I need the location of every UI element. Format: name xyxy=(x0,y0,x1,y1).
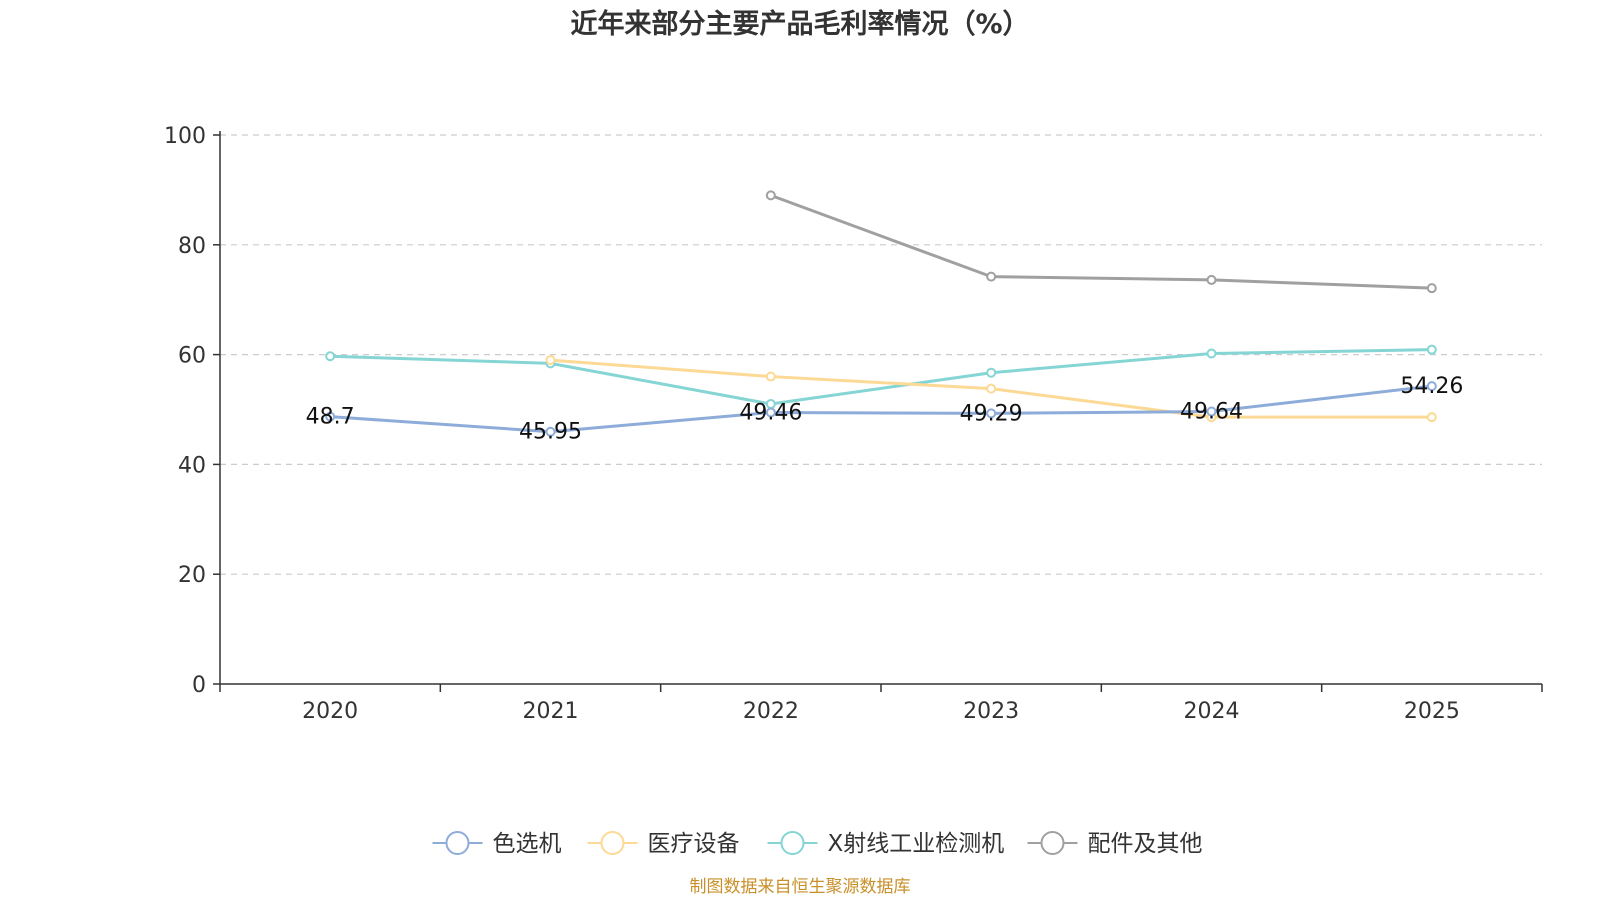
legend-marker xyxy=(600,831,625,855)
legend-item: 配件及其他 xyxy=(1027,831,1203,857)
y-tick-label: 100 xyxy=(164,124,206,149)
legend: 色选机 医疗设备 X射线工业检测机 配件及其他 xyxy=(432,831,1203,857)
data-point xyxy=(1426,381,1437,392)
data-label: 45.95 xyxy=(519,420,582,445)
data-label: 49.64 xyxy=(1180,399,1243,424)
series-line xyxy=(330,384,1433,434)
x-tick-label: 2022 xyxy=(743,699,799,724)
data-point xyxy=(986,408,997,419)
legend-item: 医疗设备 xyxy=(587,831,740,857)
source-note: 制图数据来自恒生聚源数据库 xyxy=(690,877,911,897)
legend-item: X射线工业检测机 xyxy=(767,831,1005,857)
legend-item: 色选机 xyxy=(432,831,562,857)
data-point xyxy=(986,271,997,282)
data-labels: 48.7 45.95 49.46 49.29 49.64 54.26 xyxy=(306,374,1464,445)
data-point xyxy=(325,411,336,422)
data-point xyxy=(1206,274,1217,285)
data-point xyxy=(986,367,997,378)
data-point xyxy=(1206,348,1217,359)
legend-marker xyxy=(1040,831,1065,855)
legend-marker xyxy=(780,831,805,855)
legend-label: 色选机 xyxy=(493,831,562,857)
y-tick-label: 0 xyxy=(192,673,206,698)
legend-label: 配件及其他 xyxy=(1088,831,1203,857)
data-point xyxy=(545,355,556,366)
grid-lines xyxy=(220,134,1542,575)
data-point xyxy=(325,351,336,362)
series-line xyxy=(770,193,1432,290)
axes: 0 20 40 60 80 100 2020 2021 2022 2023 2024 2025 xyxy=(164,124,1543,724)
y-tick-label: 80 xyxy=(178,234,206,259)
data-label: 48.7 xyxy=(306,405,355,430)
data-point xyxy=(1426,283,1437,294)
legend-marker xyxy=(445,831,470,855)
x-tick-label: 2023 xyxy=(963,699,1019,724)
x-tick-label: 2021 xyxy=(523,699,579,724)
chart-title: 近年来部分主要产品毛利率情况（%） xyxy=(570,8,1029,40)
data-point xyxy=(765,190,776,201)
data-point xyxy=(765,407,776,418)
y-tick-label: 40 xyxy=(178,453,206,478)
data-point xyxy=(1426,344,1437,355)
data-point xyxy=(1206,406,1217,417)
x-tick-label: 2024 xyxy=(1184,699,1240,724)
y-tick-label: 60 xyxy=(178,344,206,369)
data-label: 49.46 xyxy=(739,400,802,425)
series-line xyxy=(330,348,1432,406)
data-label: 54.26 xyxy=(1400,374,1463,399)
data-point xyxy=(545,426,556,437)
legend-label: X射线工业检测机 xyxy=(828,831,1005,857)
series-group xyxy=(325,190,1437,437)
y-tick-label: 20 xyxy=(178,563,206,588)
data-label: 49.29 xyxy=(960,401,1023,426)
data-point xyxy=(986,383,997,394)
data-point xyxy=(765,371,776,382)
legend-label: 医疗设备 xyxy=(648,831,740,857)
x-tick-label: 2020 xyxy=(302,699,358,724)
x-tick-label: 2025 xyxy=(1404,699,1460,724)
data-point xyxy=(1426,412,1437,423)
